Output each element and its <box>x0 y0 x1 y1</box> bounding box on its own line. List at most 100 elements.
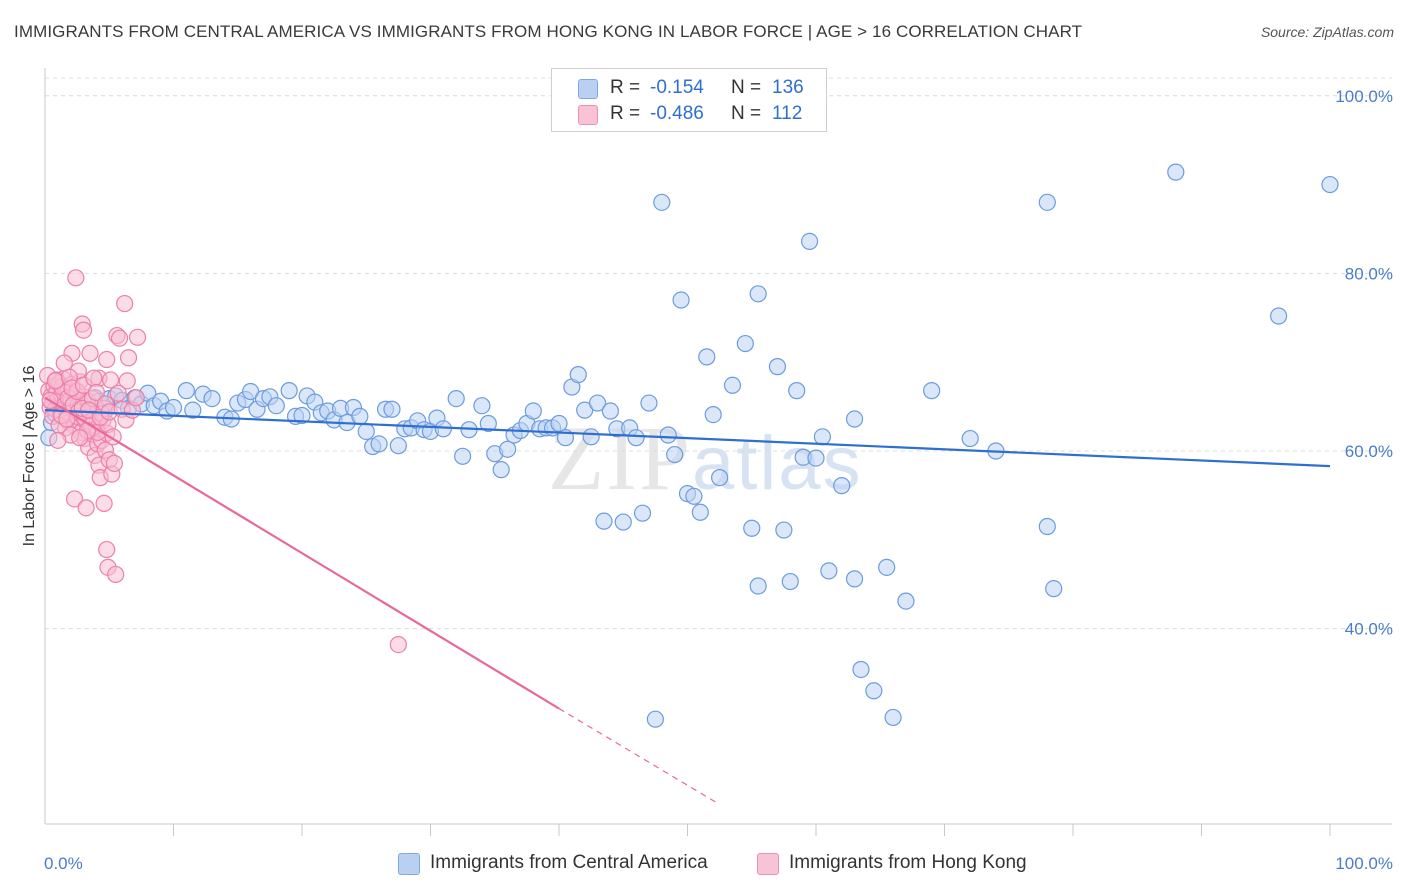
point-central-america <box>884 708 902 727</box>
point-hong-kong <box>118 372 136 390</box>
point-central-america <box>672 291 690 309</box>
point-hong-kong <box>77 499 95 517</box>
point-central-america <box>781 572 799 591</box>
y-tick-label: 100.0% <box>1335 87 1393 106</box>
point-hong-kong <box>128 328 147 346</box>
legend-swatch-central-america <box>578 79 598 99</box>
point-hong-kong <box>119 349 138 367</box>
point-hong-kong <box>98 540 116 559</box>
point-central-america <box>177 382 195 400</box>
point-central-america <box>666 445 684 464</box>
point-central-america <box>184 401 202 419</box>
point-central-america <box>723 376 742 394</box>
point-central-america <box>389 437 407 455</box>
point-central-america <box>588 394 607 412</box>
point-hong-kong <box>71 429 89 447</box>
point-central-america <box>852 660 870 679</box>
point-central-america <box>711 469 729 487</box>
point-central-america <box>698 348 716 366</box>
point-central-america <box>820 562 838 580</box>
point-central-america <box>280 382 298 400</box>
x-tick-label: 0.0% <box>44 854 83 873</box>
point-central-america <box>242 382 260 401</box>
legend-r-label: R = <box>610 103 641 124</box>
point-central-america <box>845 570 864 588</box>
point-hong-kong <box>87 383 106 401</box>
point-central-america <box>595 512 613 530</box>
point-central-america <box>524 402 542 420</box>
point-central-america <box>370 435 388 453</box>
point-central-america <box>749 577 767 595</box>
point-hong-kong <box>98 350 116 369</box>
point-hong-kong <box>105 454 123 473</box>
point-central-america <box>1038 193 1056 211</box>
legend-swatch-hong-kong <box>578 105 598 125</box>
legend-label-central-america: Immigrants from Central America <box>430 852 708 873</box>
point-central-america <box>383 400 401 418</box>
point-central-america <box>768 358 787 376</box>
point-central-america <box>293 406 311 425</box>
point-hong-kong <box>109 384 127 402</box>
point-central-america <box>479 414 497 433</box>
legend-swatch-hong-kong <box>757 853 779 875</box>
point-central-america <box>582 428 600 446</box>
watermark-atlas: atlas <box>692 421 863 506</box>
point-central-america <box>1045 580 1063 598</box>
point-central-america <box>627 429 645 447</box>
point-central-america <box>807 449 825 467</box>
point-central-america <box>865 682 883 700</box>
point-hong-kong <box>101 371 120 389</box>
point-central-america <box>1167 163 1185 181</box>
point-central-america <box>473 397 491 415</box>
chart-title: IMMIGRANTS FROM CENTRAL AMERICA VS IMMIG… <box>14 22 1083 41</box>
point-hong-kong <box>85 369 103 387</box>
point-central-america <box>499 440 517 458</box>
point-hong-kong <box>389 636 407 654</box>
point-central-america <box>351 407 369 425</box>
point-central-america <box>775 521 793 539</box>
trendline-hong-kong-extension <box>558 708 720 805</box>
point-central-america <box>640 394 658 412</box>
point-central-america <box>357 422 375 441</box>
legend-swatch-central-america <box>398 853 420 875</box>
point-hong-kong <box>55 354 73 372</box>
point-hong-kong <box>46 372 64 390</box>
point-central-america <box>633 504 652 522</box>
point-central-america <box>646 710 664 728</box>
point-central-america <box>736 334 754 353</box>
point-hong-kong <box>49 431 67 449</box>
trendline-central-america <box>44 409 1331 468</box>
point-central-america <box>447 390 465 408</box>
point-central-america <box>897 592 915 610</box>
point-hong-kong <box>74 321 93 339</box>
legend-r-value: -0.486 <box>650 103 704 124</box>
point-central-america <box>576 401 594 419</box>
point-central-america <box>614 513 632 531</box>
point-central-america <box>1269 307 1288 325</box>
legend-n-label: N = <box>731 103 762 124</box>
point-hong-kong <box>95 494 113 512</box>
point-central-america <box>749 285 767 303</box>
point-central-america <box>800 232 819 251</box>
trendline-hong-kong <box>44 396 560 710</box>
point-hong-kong <box>110 329 129 347</box>
point-central-america <box>569 366 587 384</box>
point-central-america <box>659 426 677 444</box>
correlation-legend: R = -0.154 N = 136 R = -0.486 N = 112 <box>551 68 827 132</box>
point-central-america <box>923 382 941 400</box>
point-central-america <box>845 410 864 428</box>
point-central-america <box>961 429 979 448</box>
legend-r-value: -0.154 <box>650 77 704 98</box>
source-label: Source: ZipAtlas.com <box>1260 24 1394 40</box>
point-central-america <box>878 558 896 576</box>
y-tick-label: 40.0% <box>1345 620 1393 639</box>
point-central-america <box>743 519 761 537</box>
point-central-america <box>704 405 722 424</box>
legend-n-value: 112 <box>772 103 803 124</box>
point-central-america <box>267 397 285 415</box>
point-central-america <box>1321 175 1339 194</box>
point-central-america <box>550 414 568 433</box>
y-tick-label: 80.0% <box>1345 264 1393 283</box>
y-axis-label: In Labor Force | Age > 16 <box>21 366 38 547</box>
